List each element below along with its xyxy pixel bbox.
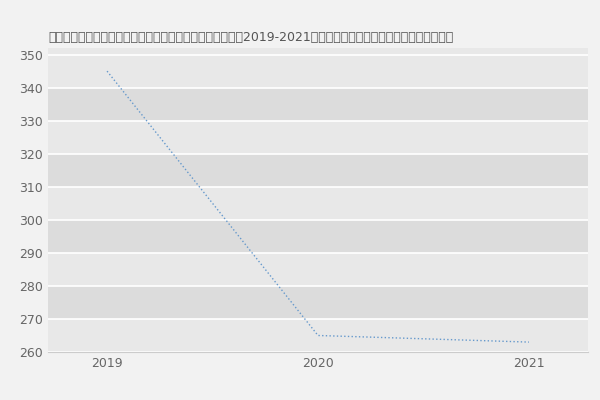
Bar: [48, 286, 588, 319]
Bar: [48, 121, 588, 154]
Bar: [48, 319, 588, 352]
Bar: [48, 88, 588, 121]
Bar: [48, 253, 588, 286]
Bar: [48, 55, 588, 88]
Bar: [48, 187, 588, 220]
Bar: [48, 220, 588, 253]
Text: 哈尔滨商业大学食品工程学院粮食、油脂及植物蛋白工程（2019-2021历年复试）研究生录取分数线食品工程学院: 哈尔滨商业大学食品工程学院粮食、油脂及植物蛋白工程（2019-2021历年复试）…: [48, 31, 453, 44]
Bar: [48, 154, 588, 187]
